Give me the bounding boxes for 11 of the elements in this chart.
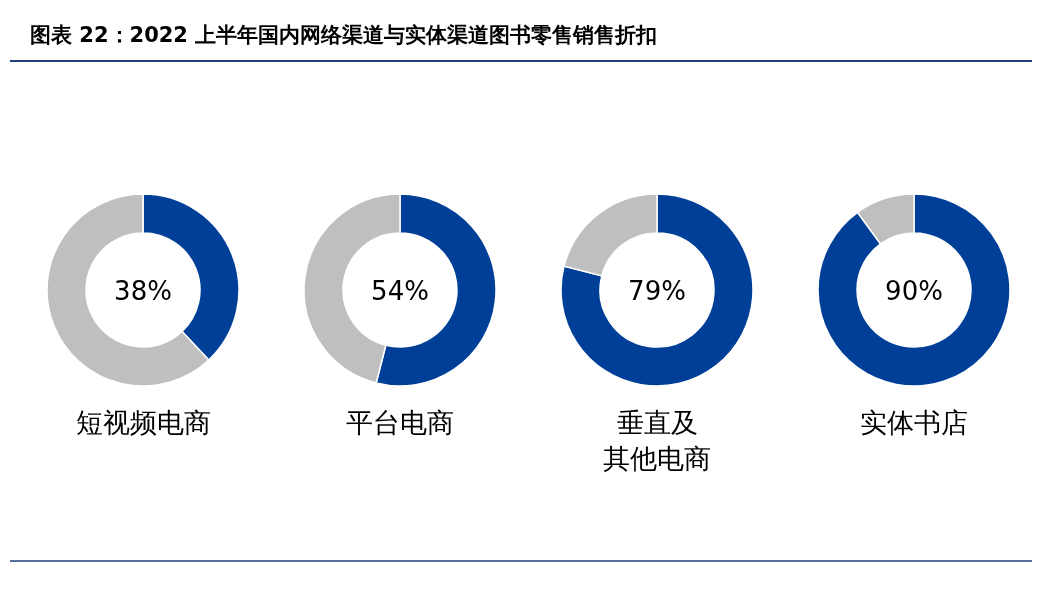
text: 平台电商 xyxy=(346,407,454,438)
text: 38% xyxy=(114,276,172,306)
donut-slice xyxy=(817,193,1011,387)
text: 54% xyxy=(371,276,429,306)
text: 图表 22：2022 上半年国内网络渠道与实体渠道图书零售销售折扣 xyxy=(30,23,658,47)
text: 90% xyxy=(885,276,943,306)
text: 79% xyxy=(628,276,686,306)
text: 垂直及其他电商 xyxy=(603,407,711,474)
text: 实体书店 xyxy=(860,407,968,438)
text: 短视频电商 xyxy=(75,407,211,438)
donut-slice xyxy=(560,193,754,387)
